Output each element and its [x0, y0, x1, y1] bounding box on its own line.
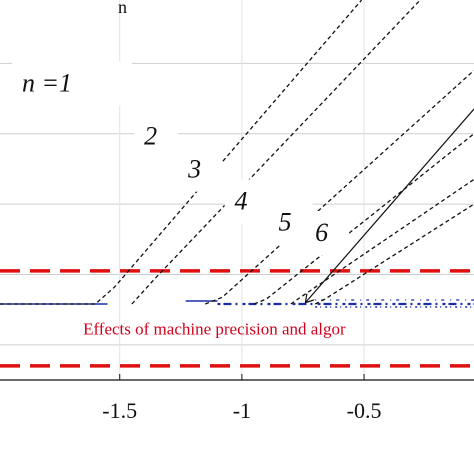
label-background — [305, 211, 350, 256]
series-line-2 — [131, 0, 421, 305]
series-line-6 — [314, 203, 474, 305]
series-line-5 — [290, 178, 474, 305]
series-label-1: n =1 — [22, 68, 72, 97]
x-tick-label: -1.5 — [102, 398, 137, 423]
x-tick-label: -0.5 — [347, 398, 382, 423]
x-tick-label: -1 — [233, 398, 251, 423]
label-backgrounds — [11, 61, 350, 256]
label-background — [224, 179, 269, 224]
series-lines — [0, 0, 474, 305]
series-label-4: 4 — [235, 186, 248, 215]
series-label-2: 2 — [144, 121, 157, 150]
top-label: n — [118, 0, 127, 17]
series-line-1 — [0, 0, 363, 305]
x-ticks: -1.5 -1 -0.5 — [102, 374, 381, 423]
precision-band — [0, 269, 474, 368]
label-background — [11, 61, 132, 106]
series-label-5: 5 — [279, 207, 292, 236]
series-label-3: 3 — [187, 155, 201, 184]
annotation-text: Effects of machine precision and algor — [83, 319, 346, 338]
series-labels: n =1 2 3 4 5 6 — [22, 68, 328, 247]
label-background — [134, 114, 179, 159]
label-background — [178, 147, 223, 192]
annotation-arrow — [305, 108, 474, 303]
annotations: Effects of machine precision and algor — [83, 108, 474, 338]
series-label-6: 6 — [315, 218, 328, 247]
